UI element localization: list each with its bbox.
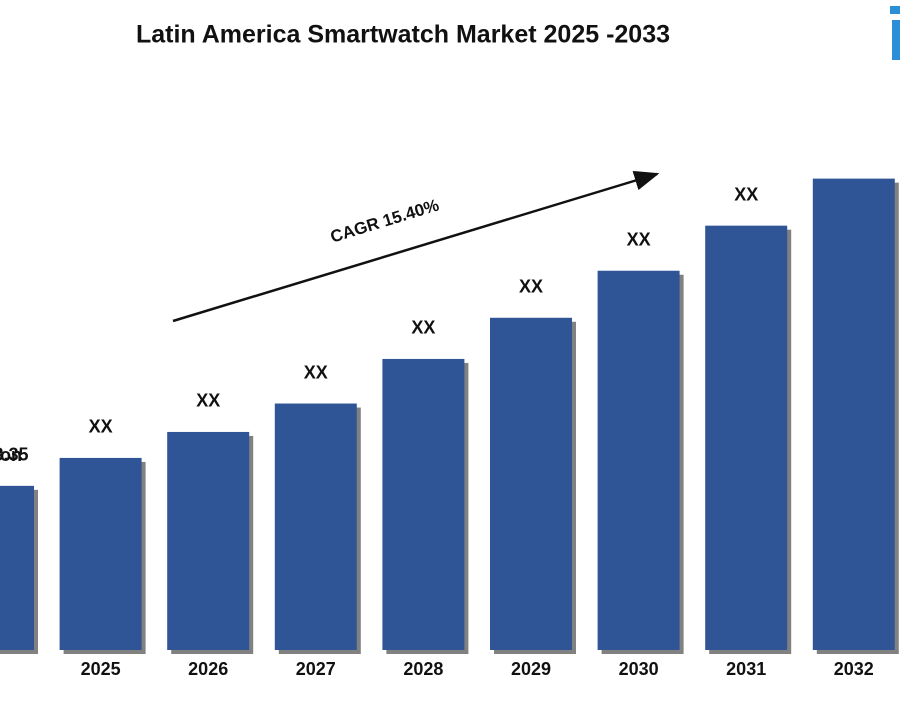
x-tick-label: 2027	[296, 659, 336, 679]
bar	[812, 178, 895, 650]
bar	[167, 431, 250, 650]
value-label: XX	[519, 277, 543, 297]
x-tick-label: 2028	[403, 659, 443, 679]
value-label: XX	[734, 184, 758, 204]
cagr-label: CAGR 15.40%	[328, 196, 441, 247]
value-label: 3.35	[0, 445, 29, 465]
value-label-suffix: on	[0, 445, 22, 465]
value-label: XX	[411, 318, 435, 338]
bar	[382, 358, 465, 650]
cagr-arrow	[172, 170, 660, 323]
x-tick-label: 2030	[619, 659, 659, 679]
bar	[597, 270, 680, 650]
value-label: XX	[627, 229, 651, 249]
bar	[59, 457, 142, 650]
x-tick-label: 2031	[726, 659, 766, 679]
logo	[890, 6, 900, 60]
x-tick-label: 2025	[81, 659, 121, 679]
x-tick-label: 2026	[188, 659, 228, 679]
bar	[0, 485, 34, 650]
chart-title: Latin America Smartwatch Market 2025 -20…	[136, 21, 670, 49]
x-tick-label: 2029	[511, 659, 551, 679]
value-label: XX	[196, 391, 220, 411]
value-label: XX	[89, 417, 113, 437]
x-tick-label: 2032	[834, 659, 874, 679]
value-label: XX	[304, 362, 328, 382]
bar	[490, 317, 572, 650]
bar	[705, 225, 788, 650]
bar	[274, 403, 357, 650]
